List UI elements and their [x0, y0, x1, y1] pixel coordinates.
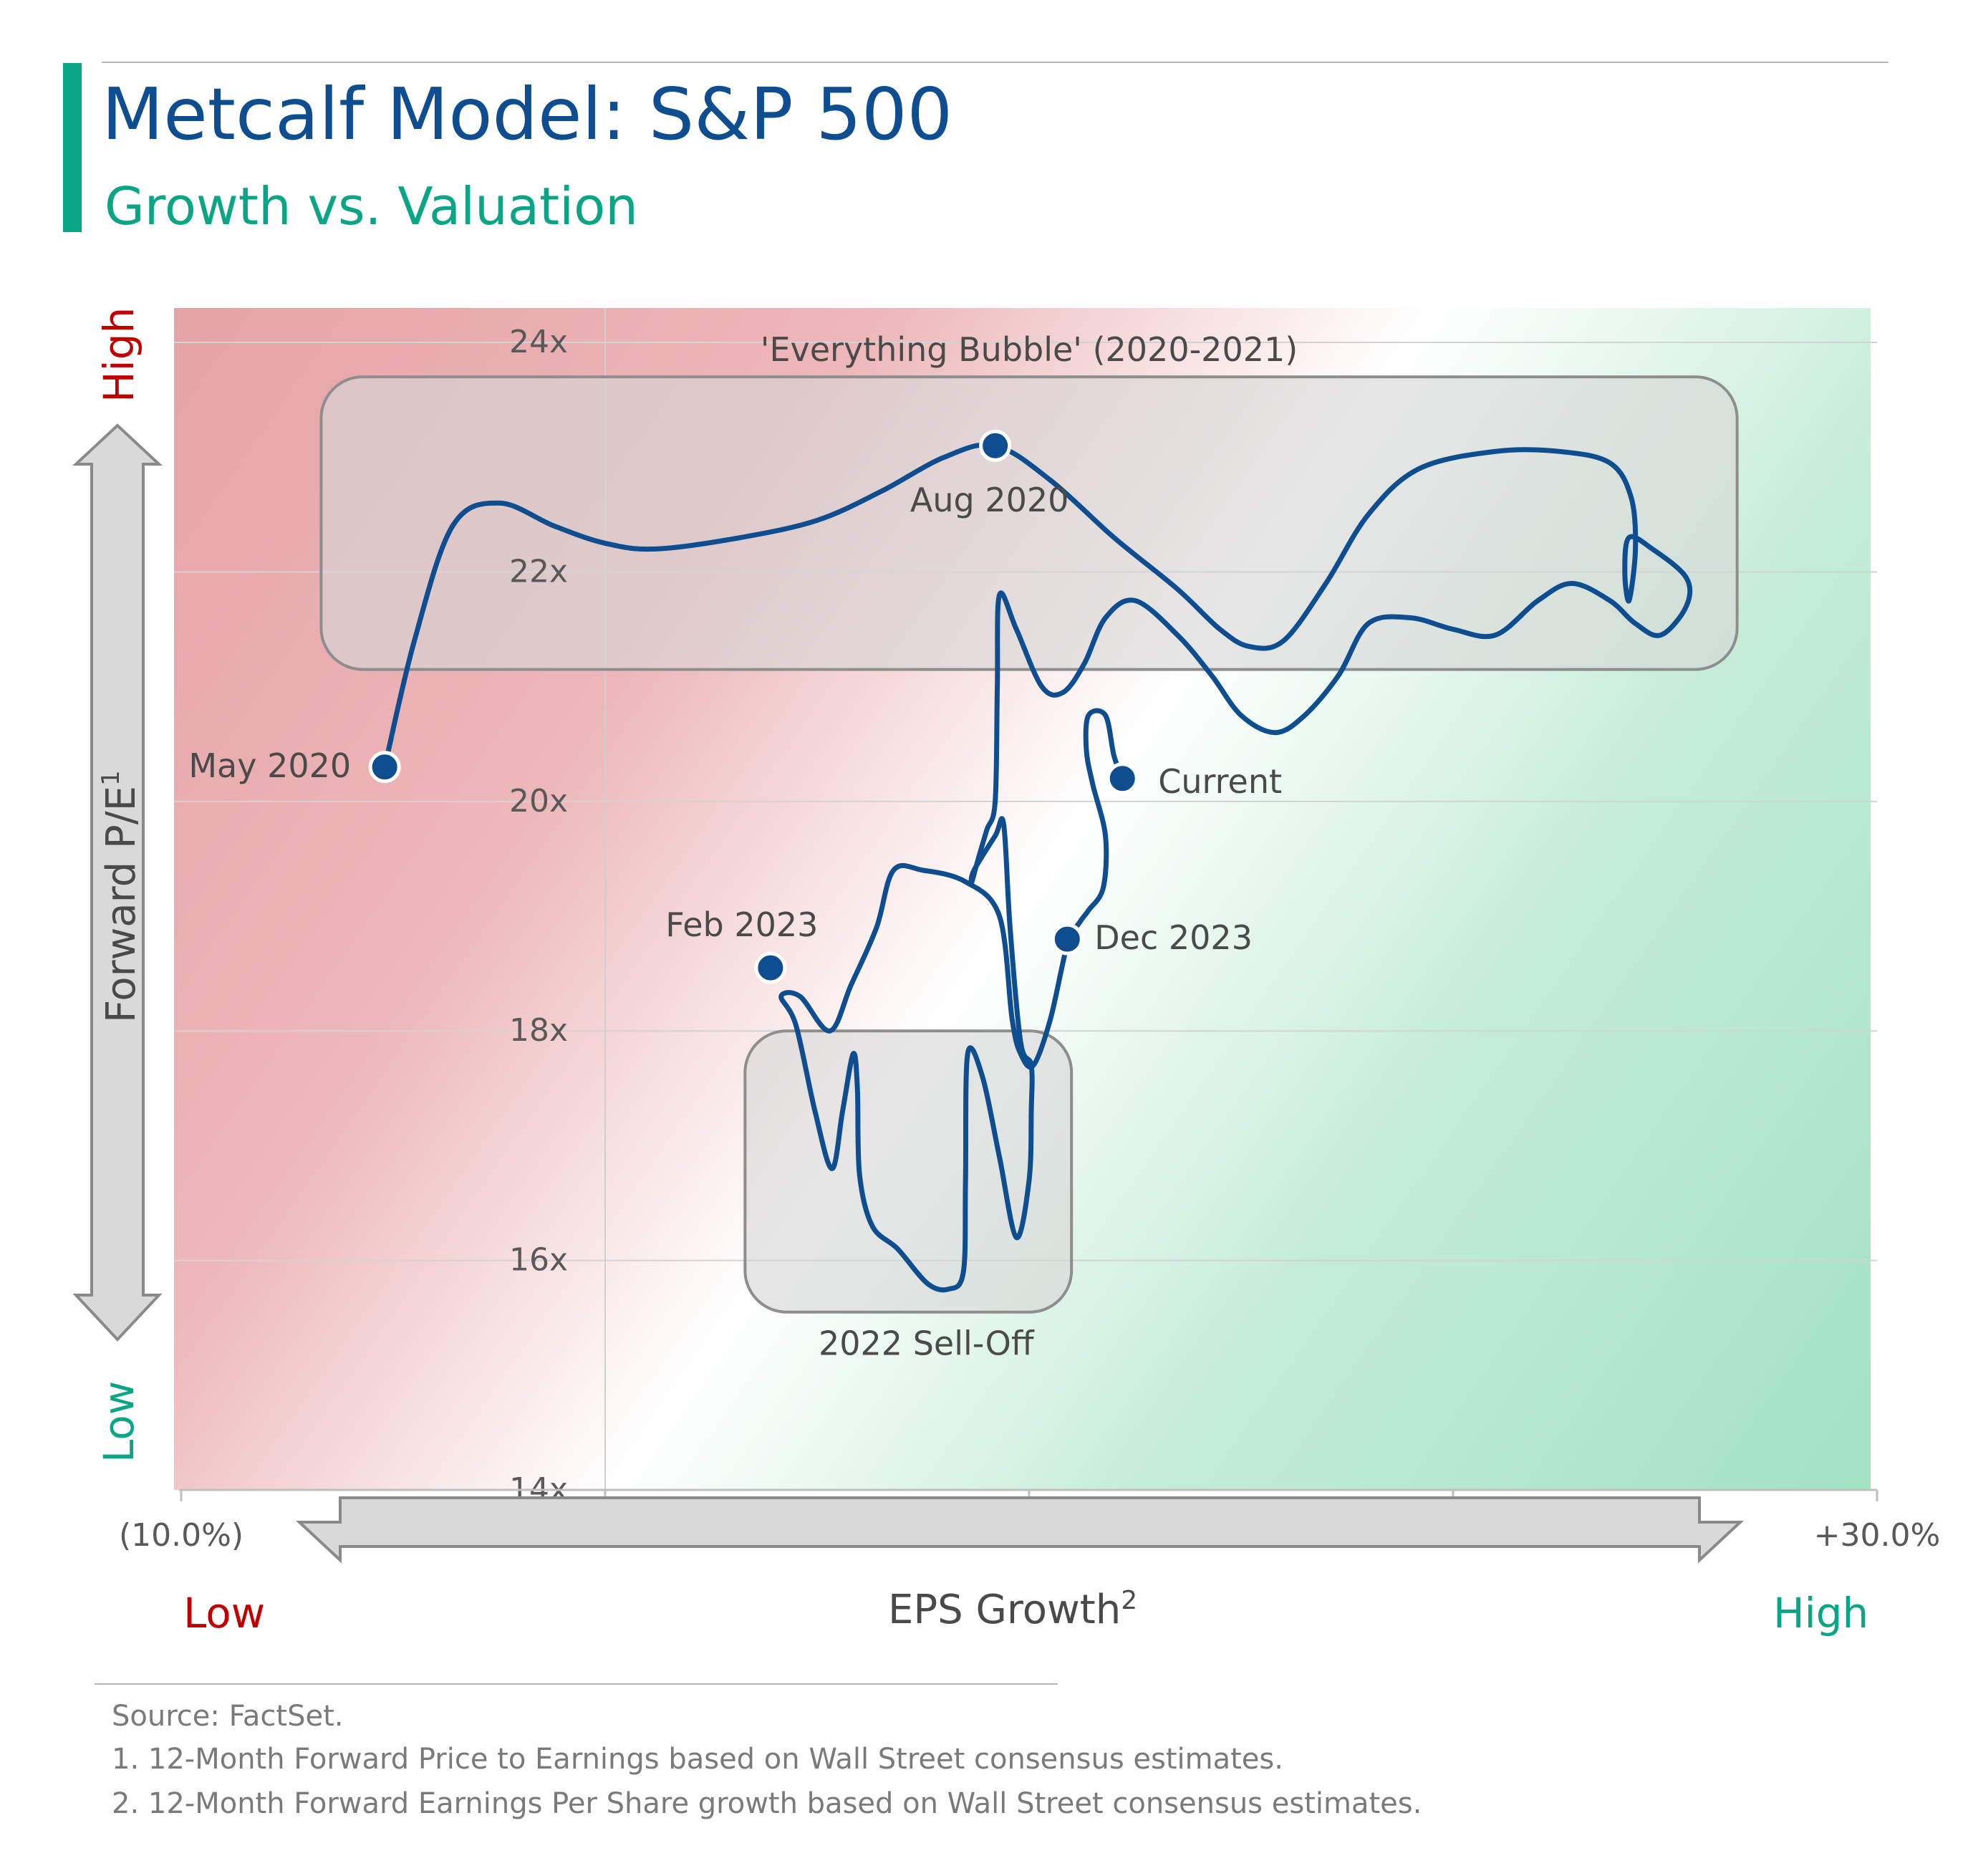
y-tick-label: 16x [509, 1242, 568, 1279]
footnote-rule [95, 1683, 1058, 1685]
data-point-label: Feb 2023 [665, 905, 818, 944]
y-axis-high-label: High [95, 307, 143, 403]
chart-subtitle: Growth vs. Valuation [105, 176, 638, 236]
data-point-marker [1106, 762, 1139, 795]
x-axis-double-arrow [295, 1496, 1745, 1564]
region-box [319, 375, 1739, 671]
x-axis-label: EPS Growth2 [888, 1586, 1137, 1633]
region-box [743, 1029, 1074, 1314]
y-tick-label: 22x [509, 553, 568, 590]
title-accent-bar [63, 63, 82, 232]
markers: May 2020 Aug 2020 Feb 2023 Dec 2023 Current [188, 429, 1282, 984]
y-axis-double-arrow [72, 423, 163, 1342]
x-axis-low-label: Low [183, 1589, 265, 1637]
series-lines [382, 442, 1693, 1293]
footnote-1: 1. 12-Month Forward Price to Earnings ba… [112, 1743, 1283, 1776]
data-point-label: Dec 2023 [1094, 918, 1253, 957]
data-point-marker [368, 751, 401, 784]
x-tick-label: (10.0%) [119, 1517, 243, 1554]
y-tick-label: 18x [509, 1012, 568, 1049]
chart-title: Metcalf Model: S&P 500 [102, 72, 953, 156]
series-line [382, 442, 1693, 1293]
top-rule [102, 62, 1889, 63]
data-point-marker [1051, 923, 1084, 956]
data-point-label: Aug 2020 [910, 481, 1069, 519]
x-tick-label: +30.0% [1814, 1517, 1941, 1554]
x-axis-high-label: High [1773, 1589, 1868, 1637]
footnote-2: 2. 12-Month Forward Earnings Per Share g… [112, 1787, 1422, 1820]
source-note: Source: FactSet. [112, 1700, 344, 1733]
y-axis-low-label: Low [95, 1381, 143, 1463]
data-point-label: May 2020 [188, 746, 351, 785]
data-point-marker [754, 951, 787, 984]
y-tick-label: 24x [509, 324, 568, 360]
region-label: 2022 Sell-Off [819, 1324, 1035, 1363]
region-label: 'Everything Bubble' (2020-2021) [761, 330, 1298, 369]
data-point-marker [979, 429, 1012, 462]
y-tick-label: 20x [509, 783, 568, 819]
y-axis-label: Forward P/E1 [97, 770, 145, 1023]
data-point-label: Current [1158, 762, 1282, 801]
